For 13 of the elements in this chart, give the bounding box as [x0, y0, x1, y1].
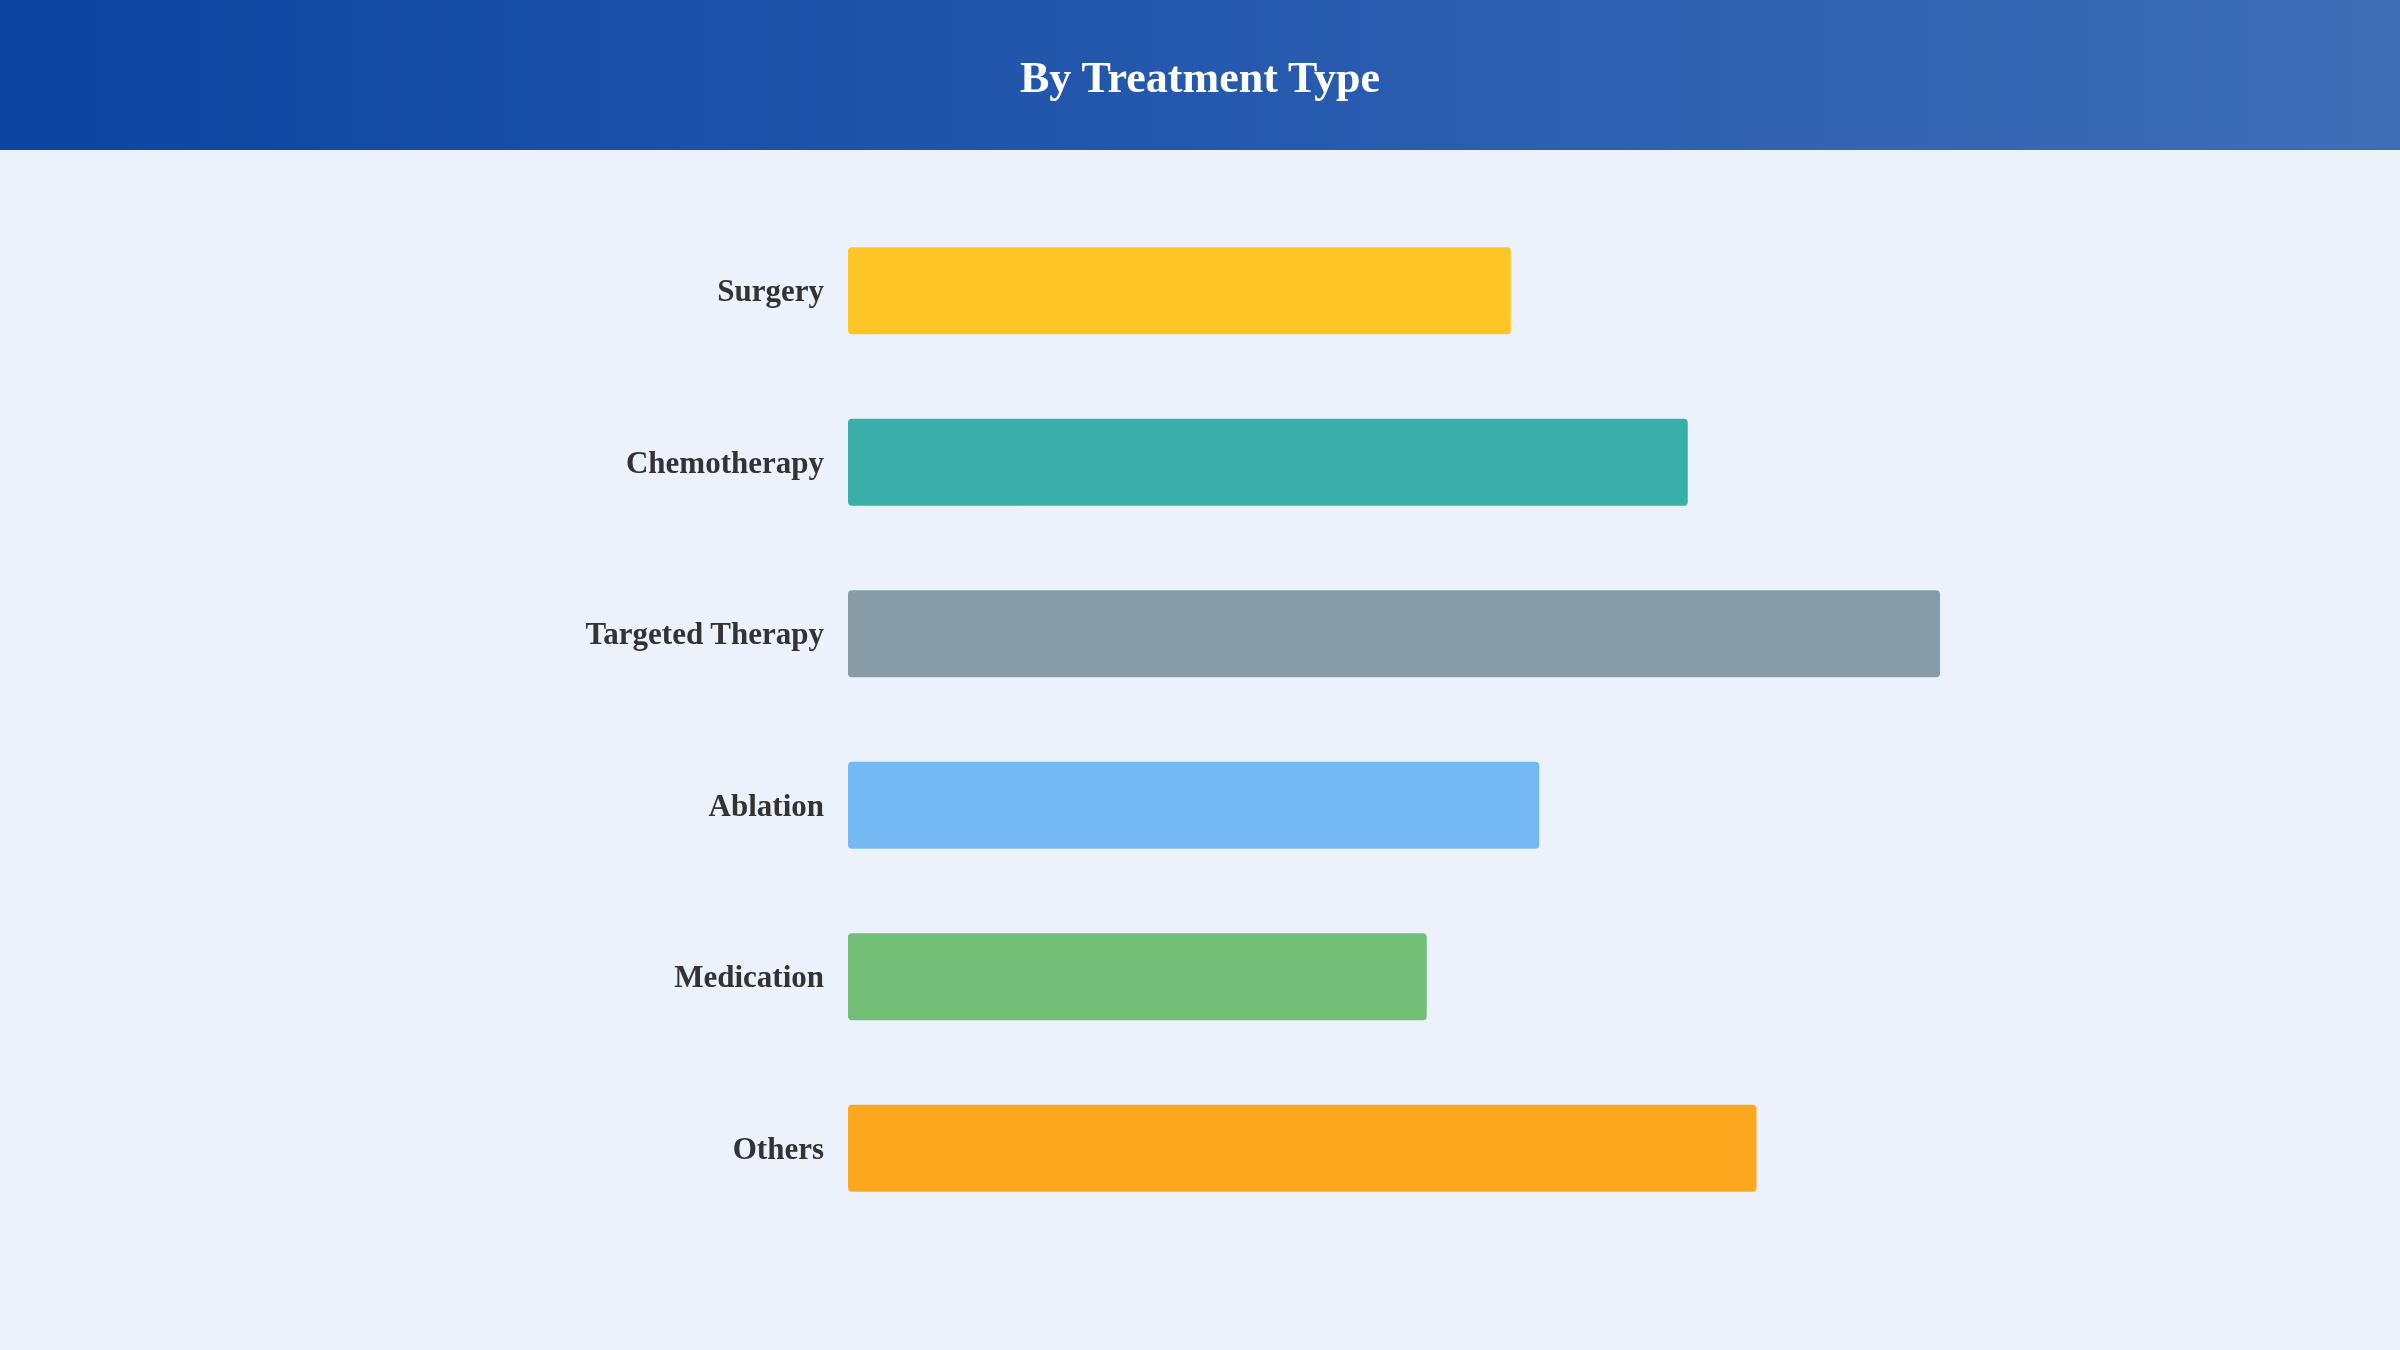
bar: [848, 1104, 1757, 1192]
bar: [848, 418, 1688, 506]
y-tick-label: Ablation: [708, 787, 824, 823]
y-tick-label: Targeted Therapy: [585, 616, 825, 652]
bar: [848, 247, 1511, 335]
chart-title: By Treatment Type: [1019, 52, 1381, 102]
y-tick-label: Medication: [674, 959, 824, 995]
bar: [848, 590, 1940, 678]
bar: [848, 761, 1540, 849]
y-tick-label: Chemotherapy: [625, 444, 825, 480]
y-tick-label: Others: [732, 1130, 824, 1166]
bar: [848, 933, 1427, 1021]
y-tick-label: Surgery: [717, 273, 825, 309]
